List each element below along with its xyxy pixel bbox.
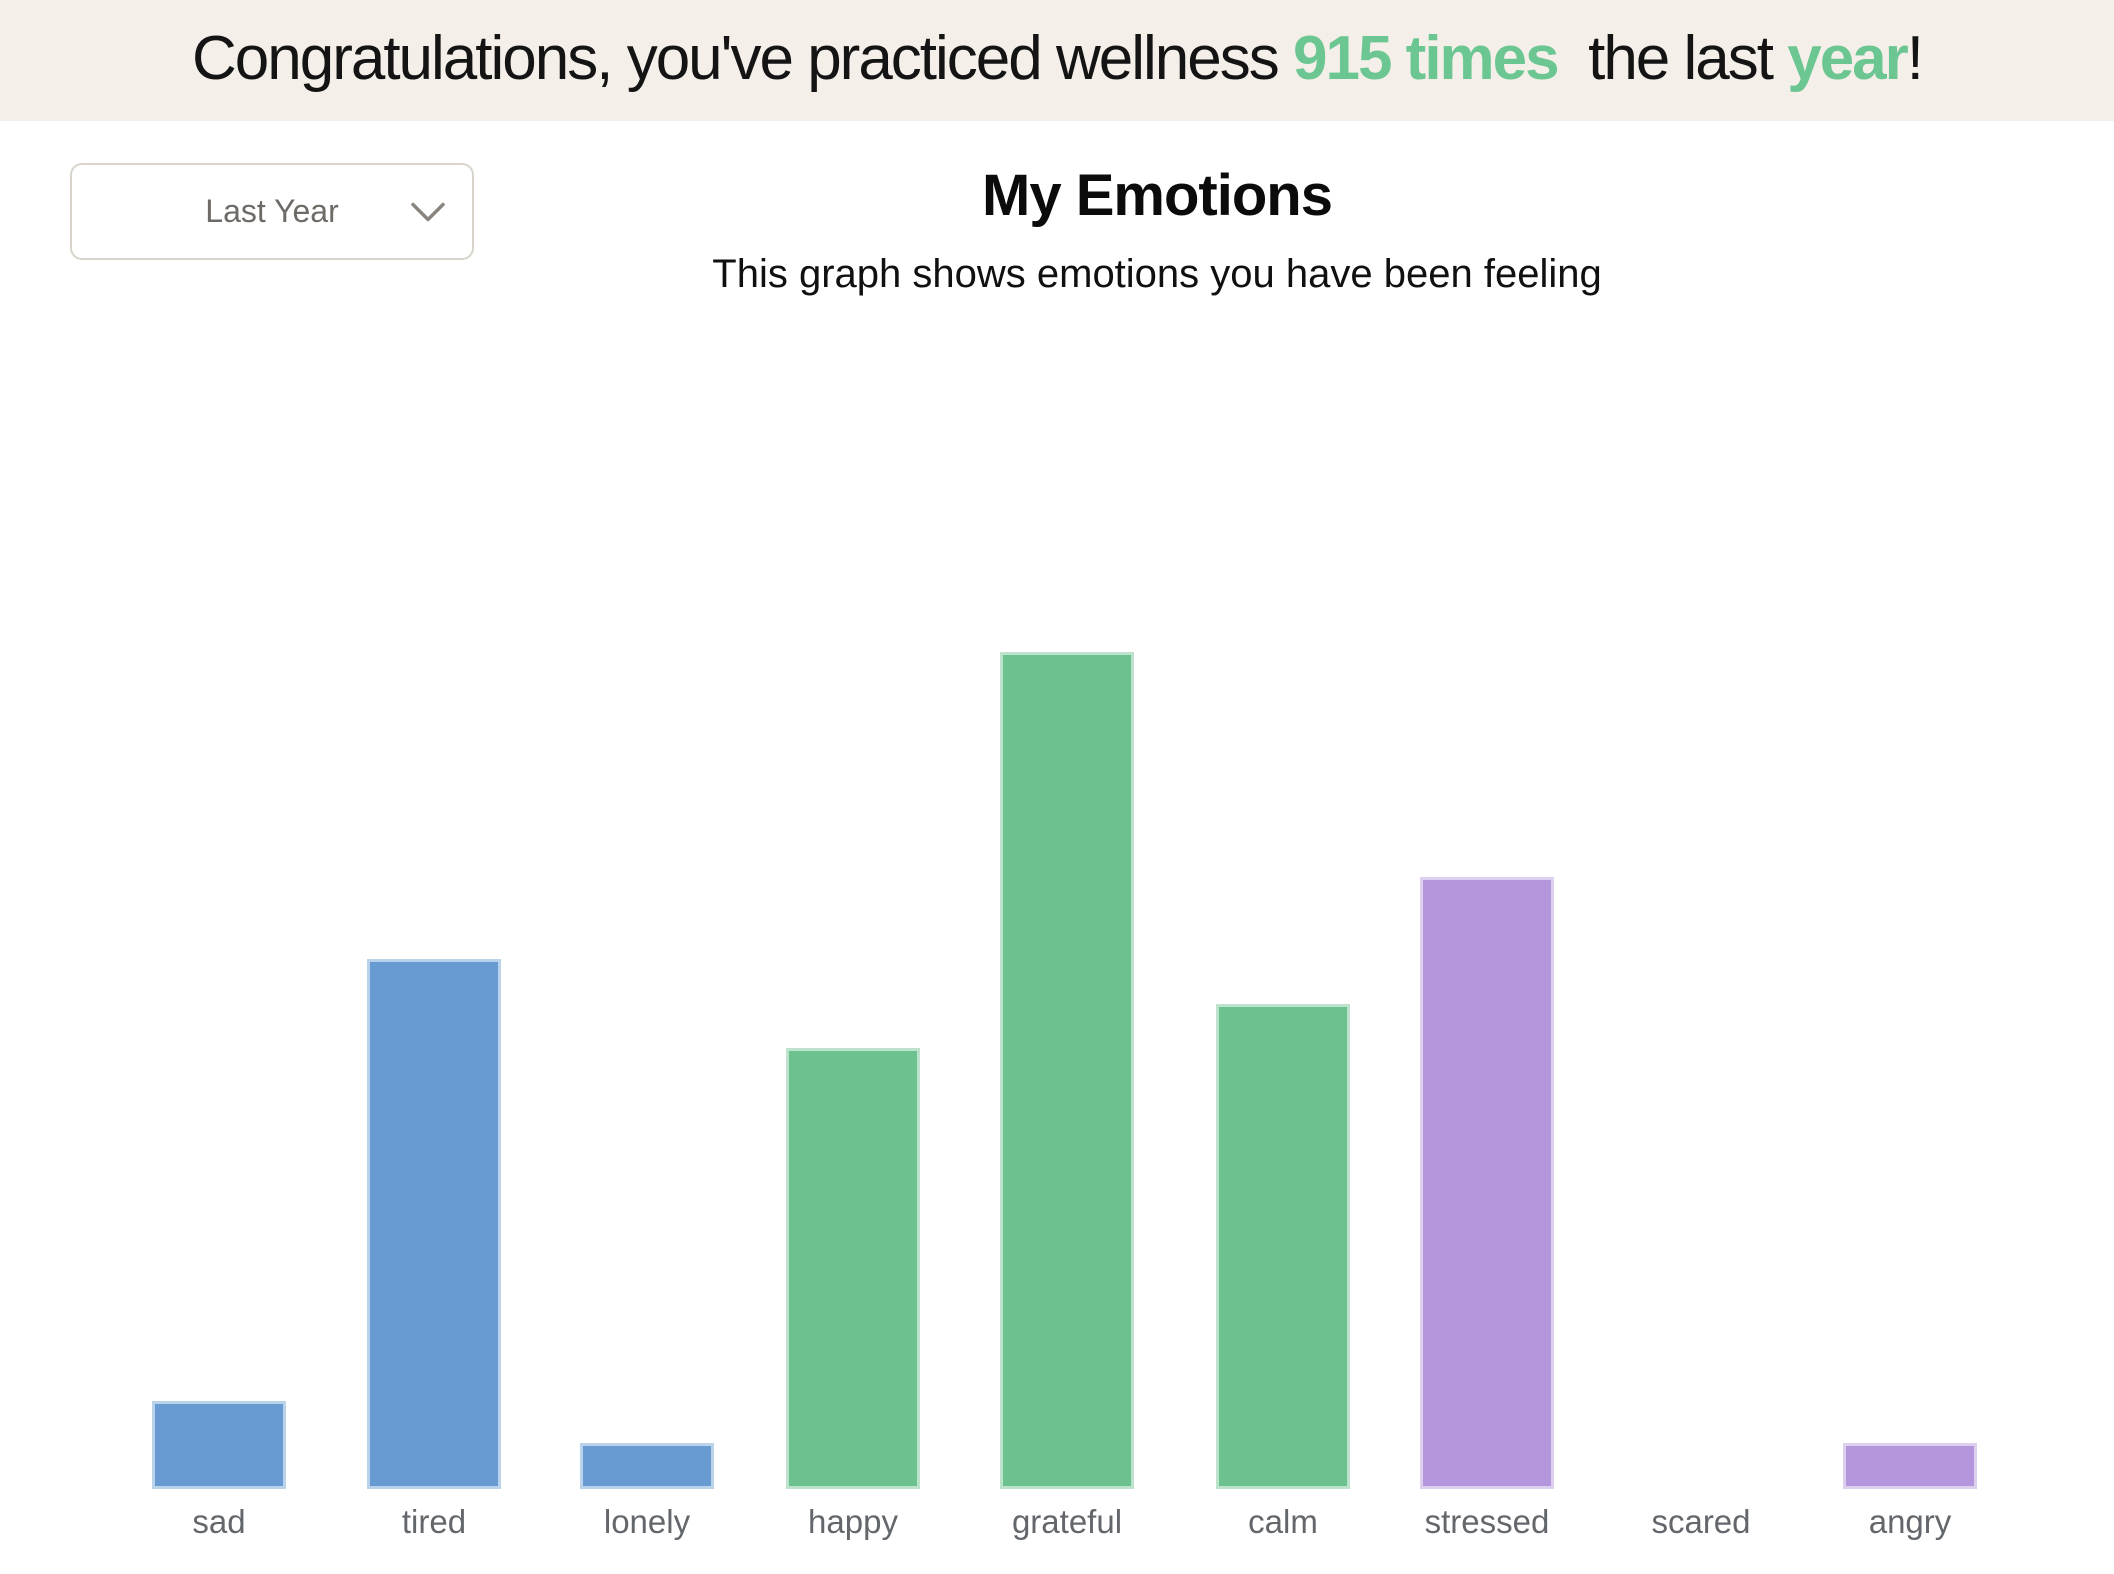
bar-happy[interactable] xyxy=(786,1048,920,1489)
time-range-select[interactable]: Last Year xyxy=(70,163,474,260)
bar-calm[interactable] xyxy=(1216,1004,1350,1489)
axis-label-stressed: stressed xyxy=(1424,1503,1550,1540)
time-range-value: Last Year xyxy=(205,193,339,229)
chart-title: My Emotions xyxy=(982,163,1333,228)
congratulations-banner: Congratulations, you've practiced wellne… xyxy=(0,0,2114,121)
banner-text-before: Congratulations, you've practiced wellne… xyxy=(191,23,1293,93)
banner-text-middle: the last xyxy=(1557,23,1788,93)
bar-lonely[interactable] xyxy=(580,1443,714,1489)
axis-label-scared: scared xyxy=(1651,1503,1751,1540)
axis-label-lonely: lonely xyxy=(603,1503,691,1540)
bar-sad[interactable] xyxy=(152,1401,286,1489)
axis-label-angry: angry xyxy=(1868,1503,1952,1540)
bar-grateful[interactable] xyxy=(1000,652,1134,1489)
axis-label-happy: happy xyxy=(808,1503,898,1540)
bar-angry[interactable] xyxy=(1843,1443,1977,1489)
axis-label-sad: sad xyxy=(192,1503,246,1540)
bar-tired[interactable] xyxy=(367,959,501,1489)
bar-stressed[interactable] xyxy=(1420,877,1554,1489)
banner-period: year xyxy=(1787,23,1909,93)
banner-practice-count: 915 times xyxy=(1293,23,1560,93)
banner-text-end: ! xyxy=(1906,23,1924,93)
chevron-down-icon xyxy=(411,202,445,221)
axis-label-tired: tired xyxy=(401,1503,467,1540)
chart-subtitle: This graph shows emotions you have been … xyxy=(712,252,1602,296)
axis-label-grateful: grateful xyxy=(1011,1503,1123,1540)
banner-text: Congratulations, you've practiced wellne… xyxy=(192,27,1924,94)
axis-label-calm: calm xyxy=(1248,1503,1318,1540)
